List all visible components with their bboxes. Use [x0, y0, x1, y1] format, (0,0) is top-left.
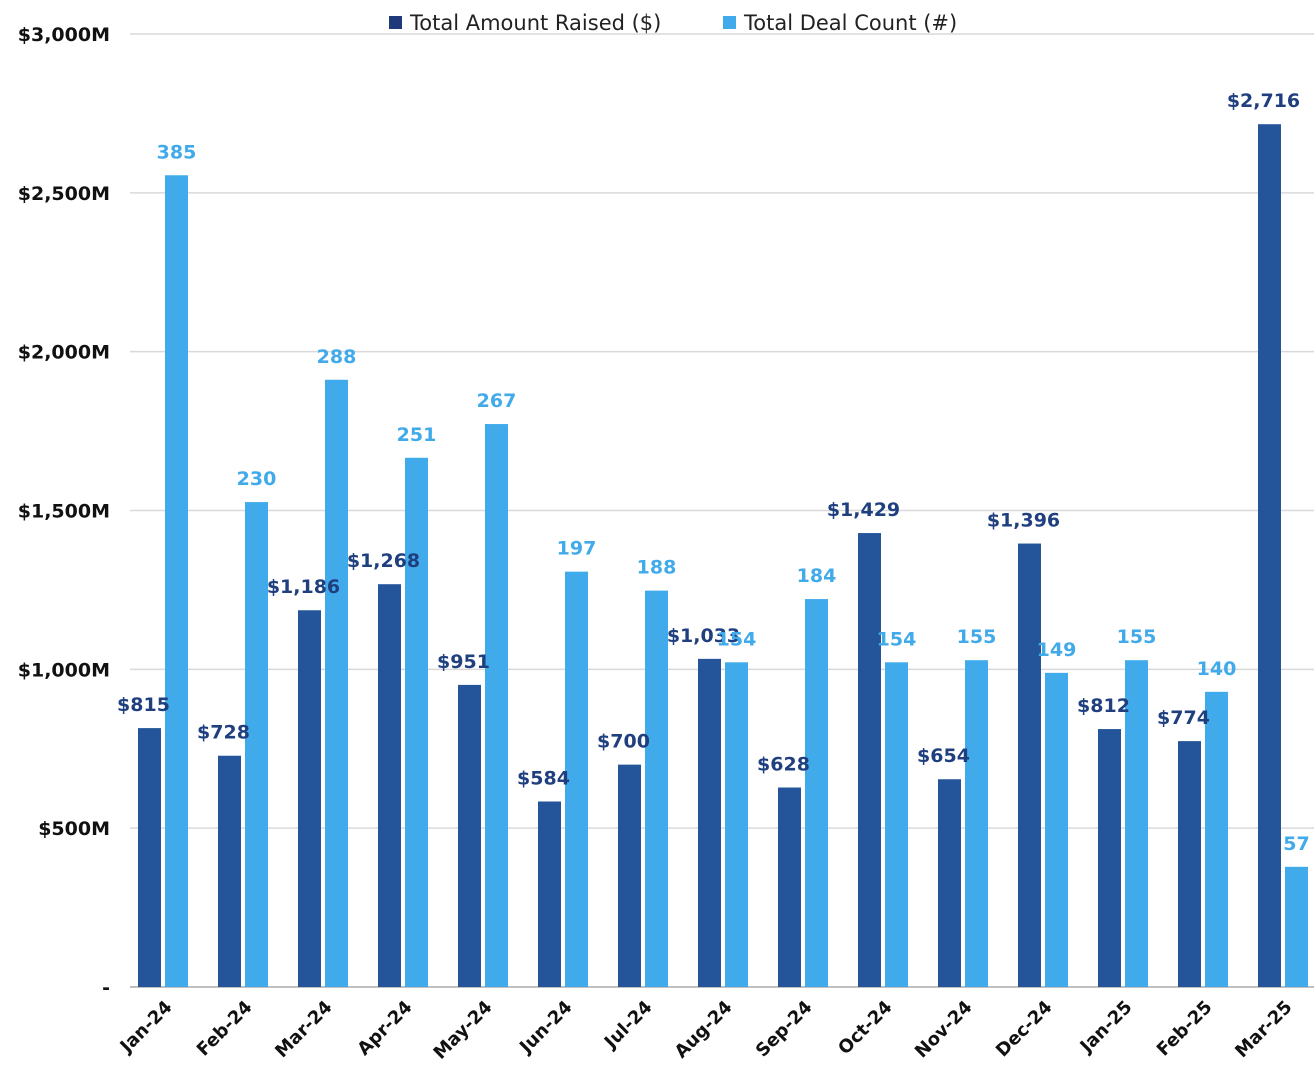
bars [138, 124, 1308, 988]
data-label-count: 188 [637, 557, 677, 579]
data-label-amount: $2,716 [1227, 90, 1300, 112]
bar-amount-raised [1178, 741, 1201, 987]
bar-amount-raised [618, 764, 641, 987]
bar-deal-count [565, 571, 588, 987]
y-tick-label: $1,000M [18, 659, 110, 681]
data-label-amount: $1,429 [827, 499, 900, 521]
x-tick-label: Nov-24 [911, 997, 977, 1063]
data-label-count: 140 [1197, 658, 1237, 680]
data-label-amount: $584 [517, 767, 570, 789]
bar-amount-raised [778, 787, 801, 987]
y-tick-label: $3,000M [18, 24, 110, 46]
bar-amount-raised [858, 533, 881, 987]
x-tick-label: Feb-25 [1153, 997, 1217, 1061]
y-tick-label: $2,000M [18, 342, 110, 364]
legend-label-count: Total Deal Count (#) [743, 11, 957, 35]
bar-amount-raised [1018, 543, 1041, 987]
x-tick-label: Jan-25 [1075, 997, 1137, 1059]
data-label-count: 288 [317, 346, 357, 368]
data-label-count: 154 [717, 628, 757, 650]
bar-deal-count [405, 457, 428, 988]
x-tick-label: Jan-24 [115, 997, 177, 1059]
data-label-count: 154 [877, 628, 917, 650]
y-axis-ticks: - $500M $1,000M $1,500M $2,000M $2,500M $3,000… [18, 24, 110, 999]
data-label-count: 155 [957, 626, 997, 648]
data-label-amount: $774 [1157, 707, 1210, 729]
x-tick-label: Dec-24 [992, 997, 1057, 1062]
data-label-amount: $1,396 [987, 510, 1060, 532]
y-tick-label: $1,500M [18, 501, 110, 523]
bar-deal-count [165, 175, 188, 987]
x-tick-label: Jul-24 [599, 997, 656, 1054]
y-tick-label: $500M [38, 818, 110, 840]
x-tick-label: Mar-25 [1231, 997, 1296, 1062]
bar-amount-raised [218, 755, 241, 987]
bar-amount-raised [938, 779, 961, 987]
data-label-amount: $654 [917, 745, 970, 767]
x-tick-label: Feb-24 [193, 997, 257, 1061]
data-label-count: 57 [1283, 833, 1309, 855]
bar-deal-count [1285, 866, 1308, 987]
bar-amount-raised [458, 684, 481, 987]
bar-deal-count [245, 502, 268, 987]
bar-amount-raised [698, 658, 721, 987]
x-tick-label: Sep-24 [752, 997, 817, 1062]
x-tick-label: Jun-24 [514, 997, 576, 1059]
bar-deal-count [1045, 672, 1068, 987]
data-label-count: 230 [237, 468, 277, 490]
bar-deal-count [885, 662, 908, 987]
y-tick-label: $2,500M [18, 183, 110, 205]
bar-amount-raised [298, 610, 321, 987]
data-label-amount: $812 [1077, 695, 1130, 717]
data-label-amount: $628 [757, 754, 810, 776]
bar-amount-raised [138, 728, 161, 987]
legend: Total Amount Raised ($) Total Deal Count … [389, 11, 957, 35]
bar-deal-count [1125, 660, 1148, 987]
bar-deal-count [805, 599, 828, 987]
bar-deal-count [965, 660, 988, 987]
x-axis-ticks: Jan-24 Feb-24 Mar-24 Apr-24 May-24 Jun-24 Jul-… [115, 997, 1297, 1064]
data-label-count: 155 [1117, 626, 1157, 648]
data-label-count: 184 [797, 565, 837, 587]
data-label-amount: $1,268 [347, 550, 420, 572]
data-label-amount: $815 [117, 694, 170, 716]
data-label-count: 149 [1037, 639, 1077, 661]
data-label-count: 251 [397, 424, 437, 446]
data-label-amount: $1,033 [667, 625, 740, 647]
data-label-amount: $700 [597, 731, 650, 753]
bar-deal-count [645, 590, 668, 987]
bar-amount-raised [1098, 729, 1121, 987]
bar-deal-count [325, 379, 348, 987]
data-label-count: 385 [157, 141, 197, 163]
data-label-count: 197 [557, 538, 597, 560]
data-label-amount: $728 [197, 722, 250, 744]
x-tick-label: May-24 [430, 997, 497, 1064]
y-tick-label: - [102, 977, 110, 999]
bar-amount-raised [1258, 124, 1281, 987]
legend-swatch-count [723, 16, 736, 29]
bar-deal-count [1205, 691, 1228, 987]
bar-amount-raised [538, 801, 561, 987]
x-tick-label: Mar-24 [271, 997, 336, 1062]
x-tick-label: Apr-24 [353, 997, 416, 1060]
x-tick-label: Oct-24 [834, 997, 896, 1059]
data-label-amount: $1,186 [267, 576, 340, 598]
bar-deal-count [725, 662, 748, 987]
bar-deal-count [485, 424, 508, 987]
data-labels: $815 385 $728 230 $1,186 288 $1,268 251 $951 267 $… [117, 90, 1310, 855]
x-tick-label: Aug-24 [671, 997, 737, 1063]
data-label-count: 267 [477, 390, 517, 412]
legend-swatch-amount [389, 16, 402, 29]
legend-label-amount: Total Amount Raised ($) [409, 11, 661, 35]
data-label-amount: $951 [437, 651, 490, 673]
bar-amount-raised [378, 584, 401, 987]
